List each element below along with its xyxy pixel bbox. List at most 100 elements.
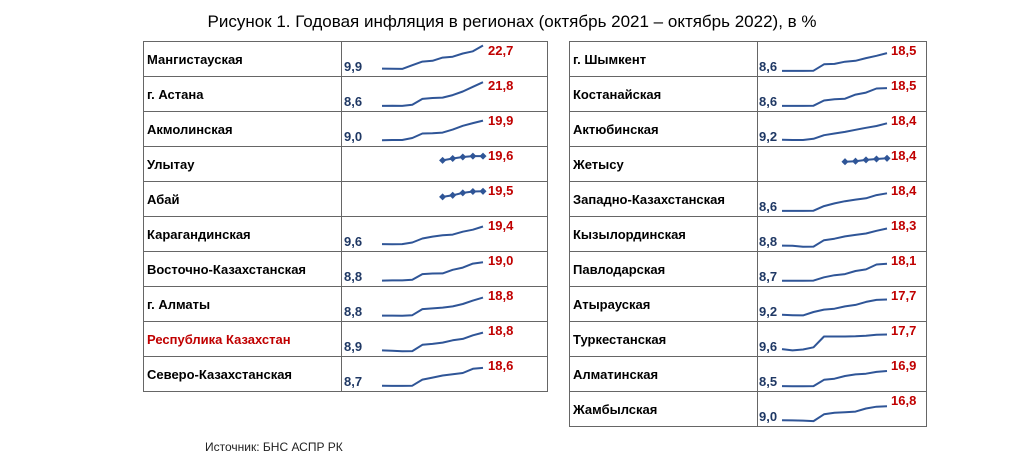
sparkline [781,298,888,317]
sparkline-cell: 8,6 18,4 [757,181,927,217]
sparkline [381,119,484,142]
sparkline [439,152,487,164]
end-value-label: 19,9 [488,113,514,128]
start-value-label: 8,8 [344,269,363,284]
sparkline [841,154,891,166]
end-value-label: 18,6 [488,358,514,373]
data-point [449,154,457,163]
region-row: Актюбинская 9,2 18,4 [569,111,927,147]
start-value-label: 8,6 [759,199,778,214]
end-value-label: 19,6 [488,148,514,163]
start-value-label: 8,6 [759,59,778,74]
sparkline-cell: 8,9 18,8 [341,321,548,357]
region-row: г. Алматы 8,8 18,8 [143,286,548,322]
sparkline [781,333,888,352]
series-line [782,262,888,282]
start-value-label: 9,0 [759,409,778,424]
region-name: Карагандинская [143,216,342,252]
series-line [781,333,888,352]
region-row: Западно-Казахстанская 8,6 18,4 [569,181,927,217]
region-name: Акмолинская [143,111,342,147]
end-value-label: 16,8 [891,393,917,408]
region-name: Абай [143,181,342,217]
region-name: Павлодарская [569,251,758,287]
region-name: Улытау [143,146,342,182]
end-value-label: 18,5 [891,78,917,93]
sparkline [781,227,888,248]
sparkline-cell: 9,6 19,4 [341,216,548,252]
sparkline-cell: 9,2 18,4 [757,111,927,147]
start-value-label: 9,6 [344,234,363,249]
series-line [381,119,484,142]
data-point [479,187,487,195]
sparkline-cell: 9,2 17,7 [757,286,927,322]
sparkline [381,366,484,387]
data-point [872,155,881,163]
sparkline [781,370,888,388]
end-value-label: 19,4 [488,218,514,233]
region-row: Северо-Казахстанская 8,7 18,6 [143,356,548,392]
sparkline [382,296,484,317]
series-line [782,52,888,72]
region-name: Кызылординская [569,216,758,252]
end-value-label: 18,5 [891,43,917,58]
sparkline-cell: 9,9 22,7 [341,41,548,77]
region-name: Восточно-Казахстанская [143,251,342,287]
data-point [459,153,467,161]
end-value-label: 18,4 [891,113,917,128]
sparkline-cell: 9,0 19,9 [341,111,548,147]
start-value-label: 8,6 [759,94,778,109]
source-note: Источник: БНС АСПР РК [205,440,343,454]
end-value-label: 19,0 [488,253,514,268]
region-row: Кызылординская 8,8 18,3 [569,216,927,252]
region-row: Павлодарская 8,7 18,1 [569,251,927,287]
region-name: г. Алматы [143,286,342,322]
sparkline [381,261,484,282]
series-line [381,261,484,282]
region-name: Атырауская [569,286,758,322]
data-point [469,187,477,196]
sparkline [782,52,888,72]
end-value-label: 16,9 [891,358,917,373]
sparkline-cell: 8,8 18,3 [757,216,927,252]
sparkline [381,81,484,107]
sparkline [782,192,888,212]
sparkline [781,405,888,423]
end-value-label: 22,7 [488,43,514,58]
right-region-table: г. Шымкент 8,6 18,5 Костанайская 8,6 18,5 Актю… [569,41,927,427]
end-value-label: 17,7 [891,323,917,338]
region-row: Республика Казахстан 8,9 18,8 [143,321,548,357]
chart-title: Рисунок 1. Годовая инфляция в регионах (… [207,12,817,31]
end-value-label: 18,8 [488,323,514,338]
sparkline-cell: 8,6 18,5 [757,76,927,112]
sparkline [782,262,888,282]
start-value-label: 8,8 [344,304,363,319]
start-value-label: 8,9 [344,339,363,354]
sparkline [781,122,888,141]
start-value-label: 8,7 [759,269,778,284]
data-point [469,152,477,160]
region-name: Актюбинская [569,111,758,147]
sparkline [439,187,487,201]
data-point [841,158,849,166]
sparkline-cell: 19,6 [341,146,548,182]
data-point [851,157,860,165]
region-row: Абай 19,5 [143,181,548,217]
data-point [439,193,447,201]
sparkline-cell: 9,6 17,7 [757,321,927,357]
region-name: Западно-Казахстанская [569,181,758,217]
sparkline-cell: 8,8 19,0 [341,251,548,287]
region-row: Карагандинская 9,6 19,4 [143,216,548,252]
series-line [381,81,484,107]
region-row: Акмолинская 9,0 19,9 [143,111,548,147]
sparkline-cell: 8,7 18,1 [757,251,927,287]
start-value-label: 9,2 [759,129,778,144]
region-name: Северо-Казахстанская [143,356,342,392]
start-value-label: 9,0 [344,129,363,144]
region-row: Жамбылская 9,0 16,8 [569,391,927,427]
region-name: Жетысу [569,146,758,182]
region-name: Республика Казахстан [143,321,342,357]
end-value-label: 18,3 [891,218,917,233]
sparkline-cell: 9,0 16,8 [757,391,927,427]
series-line [381,331,484,353]
